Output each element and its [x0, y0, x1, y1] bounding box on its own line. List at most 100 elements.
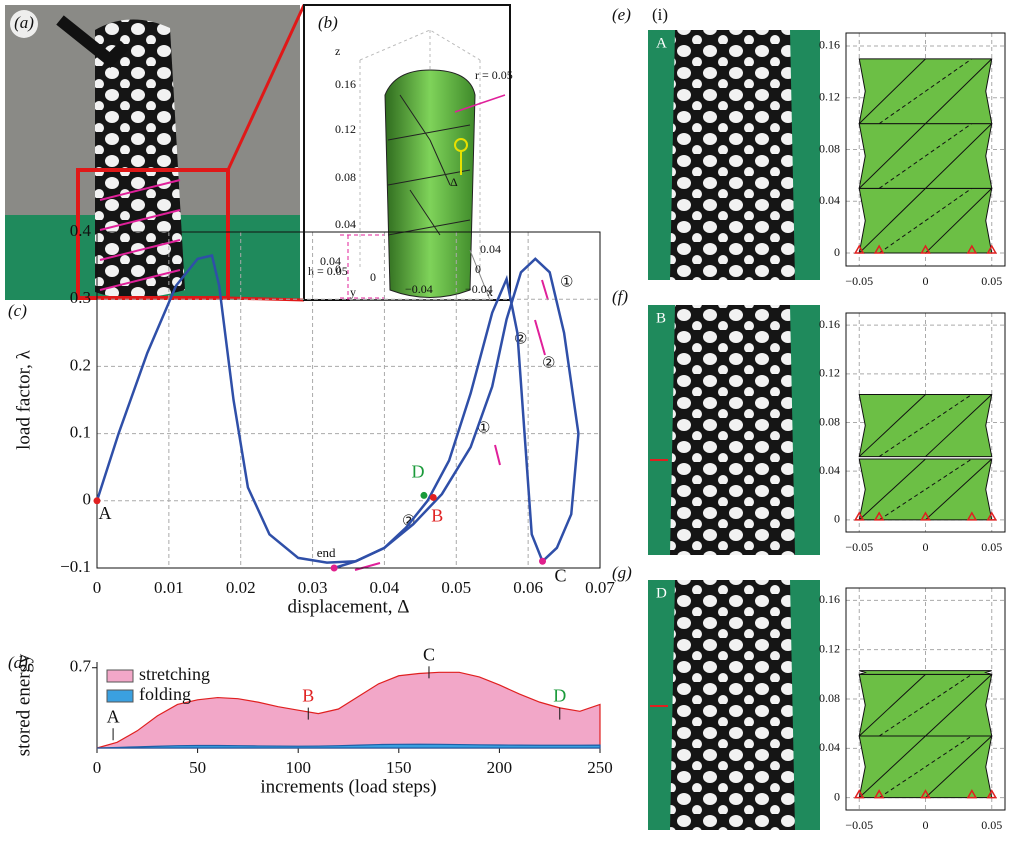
y-tick-label: −0.04: [405, 282, 433, 296]
panel-label: (f): [612, 287, 628, 306]
annotation: Δ: [450, 175, 458, 189]
y-tick-label: 0: [370, 270, 376, 284]
y-tick-label: 0.04: [819, 193, 840, 207]
y-tick-label: 0.16: [819, 592, 840, 606]
y-tick-label: 0.04: [320, 254, 341, 268]
z-tick-label: 0.16: [335, 77, 356, 91]
x-tick-label: −0.04: [465, 282, 493, 296]
point: [331, 565, 338, 572]
x-tick-label: 0.05: [441, 578, 471, 597]
layer: [859, 395, 992, 457]
y-tick-label: 0.7: [70, 657, 92, 676]
x-tick-label: 0: [923, 540, 929, 554]
panel-label: (b): [318, 13, 338, 32]
point-label: A: [99, 503, 112, 523]
x-tick-label: 0.06: [513, 578, 543, 597]
branch-label: ②: [542, 355, 555, 371]
x-tick-label: −0.05: [845, 274, 873, 288]
y-tick-label: 0.1: [70, 423, 91, 442]
annotation: r = 0.05: [475, 68, 513, 82]
x-tick-label: 0.05: [981, 818, 1002, 832]
figure: (a) (b) z x y r = 0.05 h = 0.05 Δ 0.16 0…: [0, 0, 1011, 860]
legend-label: folding: [139, 684, 191, 704]
x-tick-label: 0: [923, 274, 929, 288]
y-axis-label: stored energy: [13, 653, 34, 756]
legend-swatch: [107, 690, 133, 702]
legend-label: stretching: [139, 664, 210, 684]
point-label: C: [423, 644, 435, 664]
x-tick-label: 0: [93, 578, 102, 597]
y-tick-label: 0.08: [819, 691, 840, 705]
x-tick-label: 0.05: [981, 540, 1002, 554]
y-tick-label: 0.12: [819, 641, 840, 655]
x-tick-label: 200: [487, 758, 513, 777]
x-tick-label: −0.05: [845, 540, 873, 554]
y-tick-label: 0.2: [70, 355, 91, 374]
x-tick-label: 0.04: [480, 242, 501, 256]
y-tick-label: 0: [83, 490, 92, 509]
x-tick-label: 150: [386, 758, 412, 777]
point-label: C: [555, 565, 567, 585]
x-tick-label: 0: [923, 818, 929, 832]
x-tick-label: 0.05: [981, 274, 1002, 288]
y-axis-label: load factor, λ: [13, 349, 34, 450]
axis-label: y: [350, 285, 356, 299]
x-tick-label: 100: [285, 758, 311, 777]
x-tick-label: 250: [587, 758, 613, 777]
y-tick-label: −0.1: [60, 557, 91, 576]
y-tick-label: 0.08: [819, 141, 840, 155]
y-tick-label: 0: [834, 245, 840, 259]
y-tick-label: 0.3: [70, 288, 91, 307]
x-tick-label: −0.05: [845, 818, 873, 832]
branch-label: ②: [514, 331, 527, 347]
x-axis-label: displacement, Δ: [288, 596, 410, 617]
layer: [859, 674, 992, 736]
point-label: A: [107, 706, 120, 726]
panel-label: (g): [612, 563, 632, 582]
y-tick-label: 0.16: [819, 317, 840, 331]
y-tick-label: 0.08: [819, 414, 840, 428]
layer: [859, 459, 992, 520]
point-label: D: [411, 462, 424, 482]
panel-label: (a): [14, 13, 34, 32]
x-tick-label: 0: [475, 262, 481, 276]
layer: [859, 671, 992, 675]
y-tick-label: 0.4: [70, 221, 92, 240]
x-tick-label: 0.02: [226, 578, 256, 597]
point-label: end: [317, 545, 336, 560]
photo-label: A: [656, 35, 667, 51]
x-axis-label: increments (load steps): [260, 776, 436, 797]
panel-label: (i): [652, 5, 668, 24]
x-tick-label: 50: [189, 758, 206, 777]
branch-label: ①: [560, 274, 573, 290]
photo-label: B: [656, 310, 666, 326]
point-label: D: [553, 686, 566, 706]
legend-swatch: [107, 670, 133, 682]
layer: [859, 736, 992, 798]
z-tick-label: 0.04: [335, 217, 356, 231]
z-tick-label: 0.12: [335, 122, 356, 136]
y-tick-label: 0: [834, 789, 840, 803]
x-tick-label: 0.03: [298, 578, 328, 597]
photo-a: [5, 5, 304, 300]
point-label: B: [302, 686, 314, 706]
x-tick-label: 0.01: [154, 578, 184, 597]
panel-label: (c): [8, 301, 27, 320]
point-label: B: [431, 506, 443, 526]
photos-right: [648, 30, 820, 830]
x-tick-label: 0.07: [585, 578, 615, 597]
z-tick-label: 0.08: [335, 170, 356, 184]
y-tick-label: 0.12: [819, 366, 840, 380]
point: [420, 492, 427, 499]
y-tick-label: 0: [834, 512, 840, 526]
x-tick-label: 0: [93, 758, 102, 777]
x-tick-label: 0.04: [370, 578, 400, 597]
y-tick-label: 0.04: [819, 740, 840, 754]
photo-label: D: [656, 585, 667, 601]
y-tick-label: 0.04: [819, 463, 840, 477]
y-tick-label: 0.16: [819, 38, 840, 52]
point: [539, 558, 546, 565]
y-tick-label: 0.12: [819, 89, 840, 103]
axis-label: z: [335, 44, 340, 58]
point: [430, 494, 437, 501]
